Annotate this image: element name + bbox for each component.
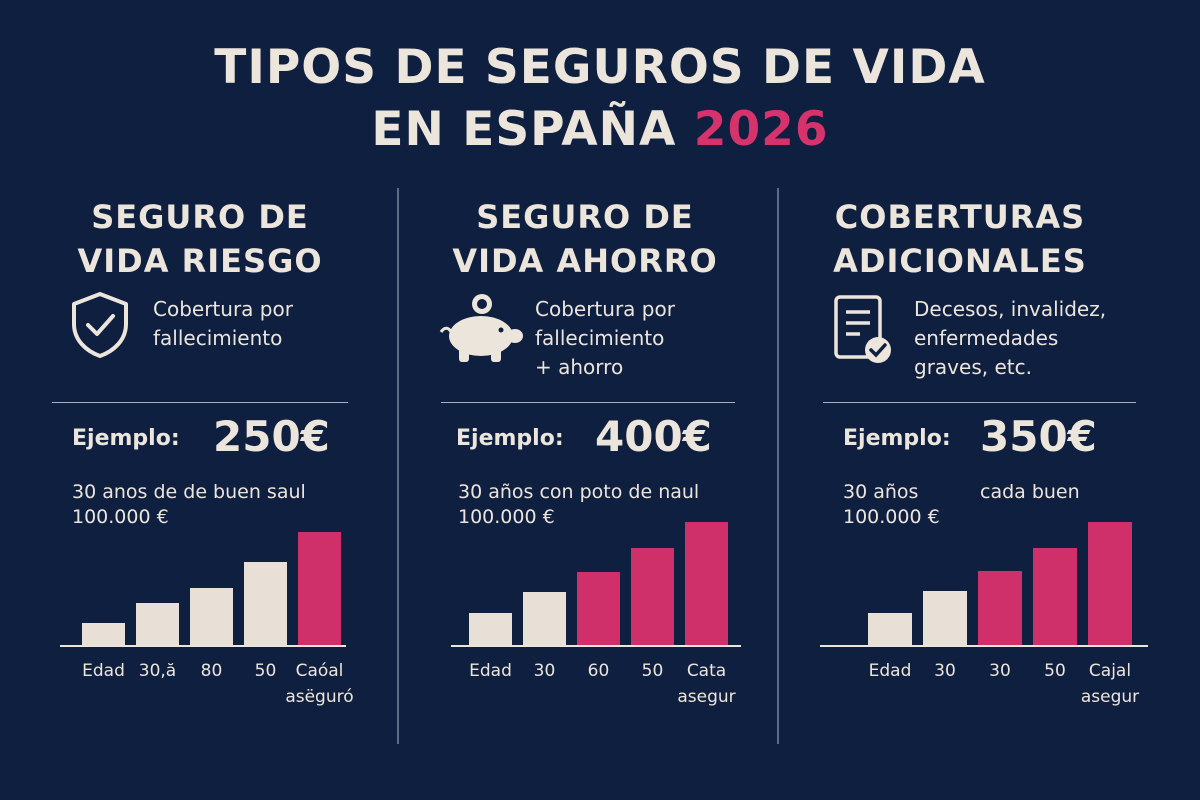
- column-description: Decesos, invalidez, enfermedades graves, e…: [914, 295, 1106, 382]
- bar: [577, 572, 620, 646]
- bar: [298, 532, 341, 646]
- page-title-line2: EN ESPAÑA 2026: [0, 100, 1200, 160]
- detail-line: 100.000 €: [72, 506, 169, 528]
- bar: [1033, 548, 1077, 646]
- bar-label: Cajal asegur: [1080, 661, 1140, 707]
- bar-label: Caóal asëguró: [285, 661, 354, 707]
- heading-line: SEGURO DE: [476, 198, 694, 236]
- bar: [469, 613, 512, 646]
- bar: [978, 571, 1022, 646]
- example-label: Ejemplo:: [456, 426, 564, 451]
- example-label: Ejemplo:: [843, 426, 951, 451]
- bar-label: 50: [1044, 661, 1066, 681]
- shield-check-icon: [72, 292, 128, 358]
- bar-label: Cata asegur: [677, 661, 736, 707]
- detail-line: 100.000 €: [458, 506, 555, 528]
- document-check-icon: [834, 295, 891, 363]
- example-detail: 30 anos de de buen saul 100.000 €: [72, 480, 306, 530]
- title-year: 2026: [693, 102, 829, 157]
- bar-chart: [451, 522, 741, 647]
- example-detail-extra: cada buen: [980, 481, 1080, 503]
- bar-label: 30,ă: [138, 661, 177, 681]
- detail-line: 30 anos de de buen saul: [72, 481, 306, 503]
- column-divider: [777, 188, 779, 744]
- bar-label: 60: [587, 661, 610, 681]
- example-detail: 30 años con poto de naul 100.000 €: [458, 480, 699, 530]
- column-heading: SEGURO DE VIDA RIESGO: [30, 195, 370, 283]
- bar-label: 30: [533, 661, 556, 681]
- desc-line: Decesos, invalidez,: [914, 297, 1107, 321]
- detail-line: 100.000 €: [843, 506, 940, 528]
- bar-chart: [820, 522, 1148, 647]
- example-label: Ejemplo:: [72, 426, 180, 451]
- column-divider: [397, 188, 399, 744]
- piggy-bank-icon: [439, 294, 523, 362]
- section-separator: [52, 402, 348, 403]
- desc-line: enfermedades: [914, 326, 1059, 350]
- desc-line: graves, etc.: [914, 355, 1032, 379]
- bar-label: 50: [254, 661, 277, 681]
- bar-label: 50: [641, 661, 664, 681]
- bar: [923, 591, 967, 646]
- page-title-line1: TIPOS DE SEGUROS DE VIDA: [214, 40, 986, 95]
- detail-line: 30 años: [843, 481, 919, 503]
- bar: [190, 588, 233, 646]
- desc-line: Cobertura por: [153, 297, 293, 321]
- title-country: EN ESPAÑA: [371, 102, 677, 157]
- column-heading: SEGURO DE VIDA AHORRO: [415, 195, 755, 283]
- example-price: 250€: [213, 412, 330, 461]
- heading-line: COBERTURAS: [834, 198, 1086, 236]
- detail-line: 30 años con poto de naul: [458, 481, 700, 503]
- example-price: 350€: [980, 412, 1097, 461]
- desc-line: fallecimiento: [535, 326, 665, 350]
- heading-line: VIDA AHORRO: [452, 242, 718, 280]
- desc-line: + ahorro: [535, 355, 624, 379]
- column-ahorro: SEGURO DE VIDA AHORRO Cobertura por fallec…: [415, 190, 755, 750]
- heading-line: SEGURO DE: [91, 198, 309, 236]
- example-detail: 30 años 100.000 €: [843, 480, 940, 530]
- column-riesgo: SEGURO DE VIDA RIESGO Cobertura por fallec…: [30, 190, 370, 750]
- bar-label: 30: [934, 661, 956, 681]
- section-separator: [823, 402, 1136, 403]
- bar: [136, 603, 179, 646]
- heading-line: ADICIONALES: [833, 242, 1087, 280]
- bar: [868, 613, 912, 646]
- column-adicionales: COBERTURAS ADICIONALES Decesos, invalidez…: [810, 190, 1150, 750]
- bar-label: Edad: [868, 661, 912, 681]
- bar: [523, 592, 566, 646]
- example-price: 400€: [595, 412, 712, 461]
- column-heading: COBERTURAS ADICIONALES: [790, 195, 1130, 283]
- bar: [244, 562, 287, 646]
- desc-line: Cobertura por: [535, 297, 675, 321]
- column-description: Cobertura por fallecimiento + ahorro: [535, 295, 675, 382]
- section-separator: [441, 402, 735, 403]
- bar: [82, 623, 125, 646]
- bar-label: Edad: [469, 661, 512, 681]
- bar-chart: [60, 532, 346, 647]
- heading-line: VIDA RIESGO: [77, 242, 323, 280]
- bar: [1088, 522, 1132, 646]
- bar: [631, 548, 674, 646]
- bar-label: Edad: [82, 661, 125, 681]
- bar-label: 30: [989, 661, 1011, 681]
- column-description: Cobertura por fallecimiento: [153, 295, 293, 353]
- bar-label: 80: [200, 661, 223, 681]
- desc-line: fallecimiento: [153, 326, 283, 350]
- bar: [685, 522, 728, 646]
